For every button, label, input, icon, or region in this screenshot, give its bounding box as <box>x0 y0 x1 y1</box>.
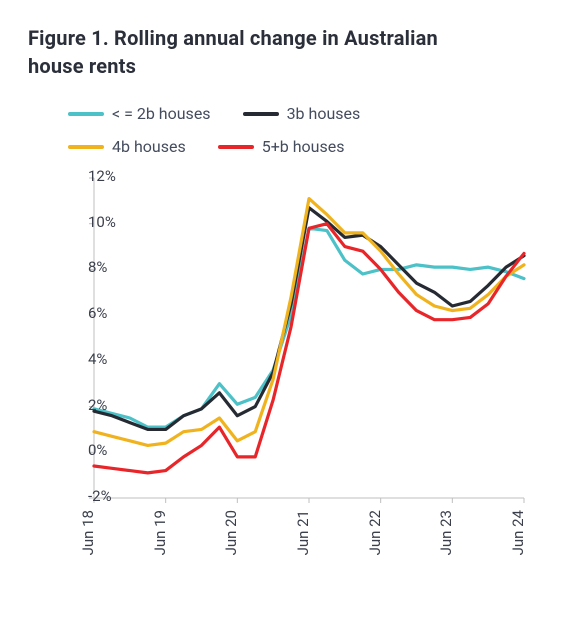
x-tick-label: Jun 22 <box>366 504 384 555</box>
x-tick-label: Jun 19 <box>151 504 169 555</box>
y-tick-label: 0% <box>88 441 94 459</box>
legend-swatch <box>243 112 279 116</box>
legend-item-3b: 3b houses <box>243 104 361 123</box>
x-tick-label: Jun 20 <box>222 504 240 555</box>
chart-title: Figure 1. Rolling annual change in Austr… <box>28 24 448 80</box>
legend-item-4b: 4b houses <box>68 137 186 156</box>
x-tick-label: Jun 18 <box>79 504 97 555</box>
legend-label: 4b houses <box>112 137 186 156</box>
series-line-5b <box>94 224 524 473</box>
legend-row: 4b houses 5+b houses <box>68 137 488 156</box>
y-tick-label: 4% <box>88 350 94 368</box>
figure-container: { "title": "Figure 1. Rolling annual cha… <box>0 0 576 638</box>
legend-label: 3b houses <box>287 104 361 123</box>
legend-swatch <box>68 112 104 116</box>
legend: < = 2b houses 3b houses 4b houses 5+b ho… <box>68 104 488 156</box>
y-tick-label: 6% <box>88 304 94 322</box>
y-tick-label: 12% <box>88 167 94 185</box>
y-tick-label: -2% <box>88 487 94 505</box>
chart-svg <box>88 176 526 506</box>
x-tick-label: Jun 23 <box>437 504 455 555</box>
legend-row: < = 2b houses 3b houses <box>68 104 488 123</box>
legend-item-le2b: < = 2b houses <box>68 104 211 123</box>
legend-swatch <box>68 145 104 149</box>
x-tick-label: Jun 24 <box>509 504 527 555</box>
y-tick-label: 8% <box>88 258 94 276</box>
legend-label: 5+b houses <box>262 137 345 156</box>
legend-label: < = 2b houses <box>112 104 211 123</box>
x-tick-label: Jun 21 <box>294 504 312 555</box>
y-tick-label: 2% <box>88 396 94 414</box>
legend-swatch <box>218 145 254 149</box>
series-line-le2b <box>94 228 524 427</box>
legend-item-5b: 5+b houses <box>218 137 345 156</box>
chart-area: -2%0%2%4%6%8%10%12%Jun 18Jun 19Jun 20Jun… <box>28 176 548 596</box>
y-tick-label: 10% <box>88 213 94 231</box>
